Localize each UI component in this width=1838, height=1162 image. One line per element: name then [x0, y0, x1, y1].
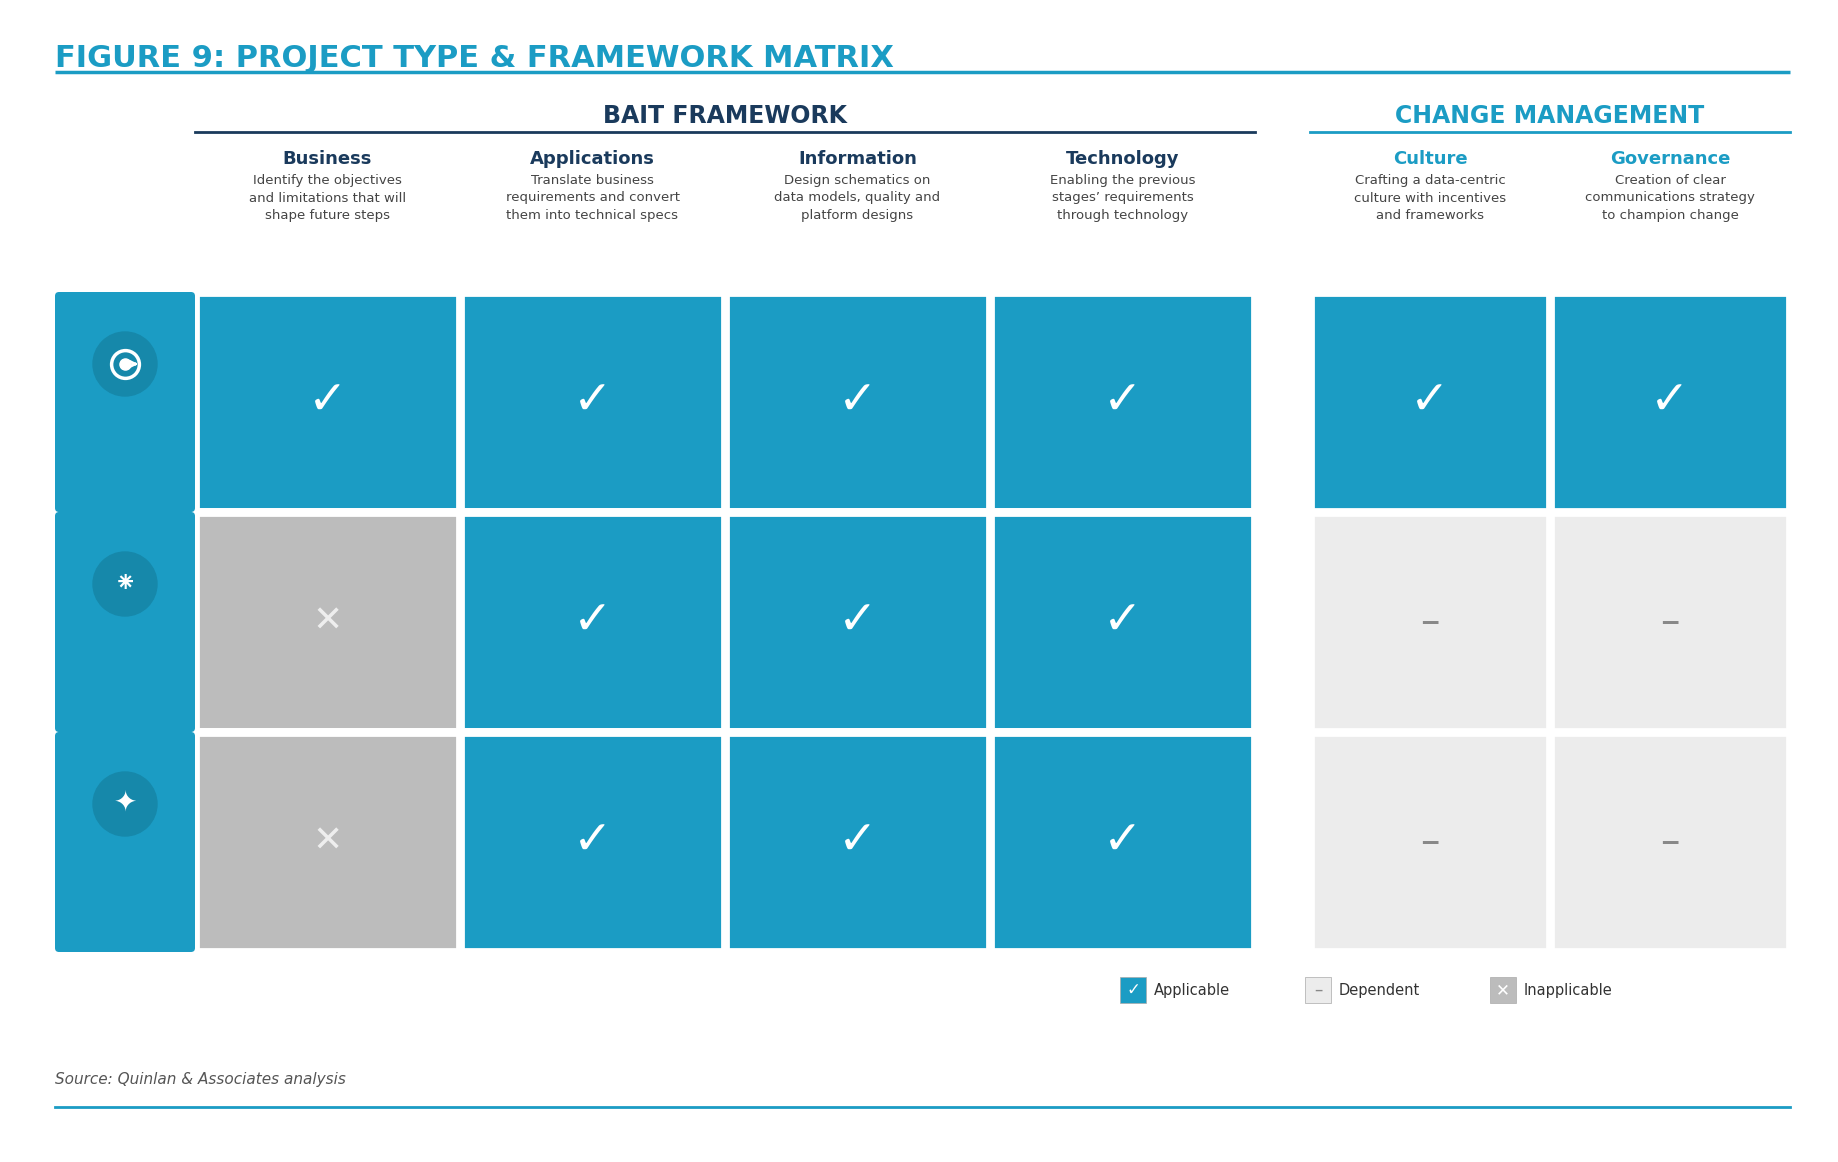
Bar	[728, 736, 987, 949]
Text: Technology: Technology	[1066, 150, 1180, 168]
Text: Business: Business	[283, 150, 371, 168]
Text: ✓: ✓	[1103, 380, 1141, 424]
Text: Translate business
requirements and convert
them into technical specs: Translate business requirements and conv…	[505, 174, 680, 222]
Text: ✓: ✓	[307, 380, 347, 424]
Circle shape	[94, 552, 156, 616]
Bar	[1119, 977, 1147, 1003]
Text: ✓: ✓	[1410, 380, 1450, 424]
Text: ✓: ✓	[1103, 600, 1141, 645]
Text: –: –	[1314, 981, 1322, 999]
Text: ✕: ✕	[312, 605, 342, 639]
Bar	[993, 515, 1252, 729]
Text: Creation of clear
communications strategy
to champion change: Creation of clear communications strateg…	[1584, 174, 1755, 222]
Text: Culture: Culture	[1393, 150, 1467, 168]
Bar	[1553, 295, 1787, 509]
FancyBboxPatch shape	[55, 292, 195, 512]
Bar	[463, 295, 722, 509]
Bar	[993, 736, 1252, 949]
Bar	[1312, 295, 1548, 509]
Text: Applications: Applications	[529, 150, 654, 168]
Text: –: –	[1660, 823, 1680, 861]
Text: ✓: ✓	[573, 819, 612, 865]
Bar	[1491, 977, 1516, 1003]
Text: Information: Information	[798, 150, 917, 168]
Bar	[728, 515, 987, 729]
Bar	[1312, 515, 1548, 729]
Text: ✓: ✓	[573, 380, 612, 424]
Text: –: –	[1660, 603, 1680, 641]
Text: ✓: ✓	[838, 600, 877, 645]
Bar	[1553, 515, 1787, 729]
Text: Applicable: Applicable	[1154, 983, 1230, 997]
Bar	[1553, 736, 1787, 949]
Text: Design schematics on
data models, quality and
platform designs: Design schematics on data models, qualit…	[774, 174, 941, 222]
FancyBboxPatch shape	[55, 732, 195, 952]
Text: ⁕: ⁕	[114, 571, 136, 598]
Text: BAIT FRAMEWORK: BAIT FRAMEWORK	[603, 105, 847, 128]
Bar	[199, 736, 458, 949]
Text: Governance: Governance	[1610, 150, 1730, 168]
Text: ✓: ✓	[573, 600, 612, 645]
Bar	[1312, 736, 1548, 949]
Bar	[728, 295, 987, 509]
Text: –: –	[1421, 603, 1439, 641]
Text: Dependent: Dependent	[1340, 983, 1421, 997]
Text: OPERATIONAL
PROJECTS: OPERATIONAL PROJECTS	[70, 855, 180, 885]
Text: ✓: ✓	[838, 380, 877, 424]
Bar	[463, 515, 722, 729]
Circle shape	[94, 332, 156, 396]
Text: ✕: ✕	[1496, 981, 1511, 999]
Text: ✓: ✓	[1651, 380, 1689, 424]
Text: ✓: ✓	[1127, 981, 1140, 999]
Bar	[1305, 977, 1331, 1003]
Text: ✦: ✦	[114, 788, 136, 816]
Text: Enabling the previous
stages’ requirements
through technology: Enabling the previous stages’ requiremen…	[1049, 174, 1195, 222]
Text: ✓: ✓	[1103, 819, 1141, 865]
Bar	[199, 295, 458, 509]
Text: ✓: ✓	[838, 819, 877, 865]
Bar	[199, 515, 458, 729]
Circle shape	[94, 772, 156, 835]
Text: Crafting a data-centric
culture with incentives
and frameworks: Crafting a data-centric culture with inc…	[1355, 174, 1505, 222]
Text: –: –	[1421, 823, 1439, 861]
Text: Source: Quinlan & Associates analysis: Source: Quinlan & Associates analysis	[55, 1073, 346, 1086]
Bar	[993, 295, 1252, 509]
Text: FIGURE 9: PROJECT TYPE & FRAMEWORK MATRIX: FIGURE 9: PROJECT TYPE & FRAMEWORK MATRI…	[55, 44, 893, 73]
FancyBboxPatch shape	[55, 512, 195, 732]
Text: STRATEGIC
PROJECTS: STRATEGIC PROJECTS	[83, 415, 167, 445]
Bar	[463, 736, 722, 949]
Text: CHANGE MANAGEMENT: CHANGE MANAGEMENT	[1395, 105, 1704, 128]
Text: Inapplicable: Inapplicable	[1524, 983, 1612, 997]
Text: TACTICAL
PROJECTS: TACTICAL PROJECTS	[86, 634, 164, 665]
Text: ✕: ✕	[312, 825, 342, 859]
Text: Identify the objectives
and limitations that will
shape future steps: Identify the objectives and limitations …	[248, 174, 406, 222]
